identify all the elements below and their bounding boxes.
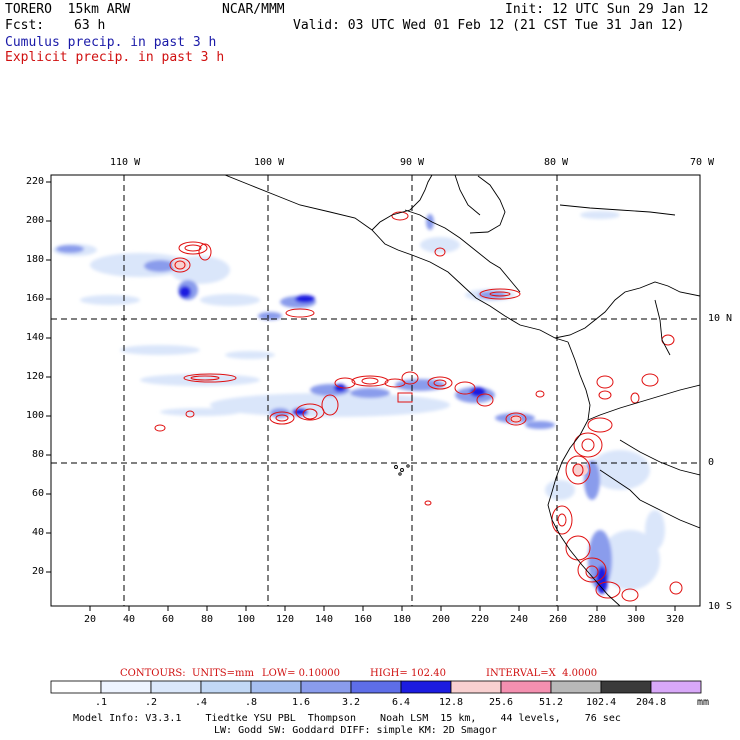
y-tick-label: 80 xyxy=(32,449,45,460)
y-tick-label: 140 xyxy=(26,332,45,343)
y-tick-label: 60 xyxy=(32,488,45,499)
colorbar-unit: mm xyxy=(697,697,710,708)
y-tick-label: 200 xyxy=(26,215,45,226)
colorbar-swatch xyxy=(600,680,652,694)
lat-label-0: 0 xyxy=(708,457,715,468)
model-name: TORERO 15km ARW xyxy=(5,2,131,17)
lon-label-70w: 70 W xyxy=(690,157,715,168)
colorbar-label: .1 xyxy=(95,697,108,708)
colorbar-label: 12.8 xyxy=(439,697,464,708)
colorbar-swatch xyxy=(200,680,252,694)
x-tick-label: 160 xyxy=(354,614,373,625)
explicit-precip-contours xyxy=(154,211,683,602)
valid-time: Valid: 03 UTC Wed 01 Feb 12 (21 CST Tue … xyxy=(293,18,685,33)
colorbar-label: 25.6 xyxy=(489,697,514,708)
colorbar-swatch xyxy=(50,680,102,694)
org-label: NCAR/MMM xyxy=(222,2,285,17)
colorbar-swatch xyxy=(550,680,602,694)
contours-label: CONTOURS: xyxy=(120,668,186,679)
contour-high: HIGH= 102.40 xyxy=(370,668,446,679)
colorbar-swatch xyxy=(150,680,202,694)
x-tick-label: 120 xyxy=(276,614,295,625)
lon-label-100w: 100 W xyxy=(254,157,285,168)
x-tick-label: 20 xyxy=(84,614,97,625)
y-tick-label: 120 xyxy=(26,371,45,382)
x-tick-label: 300 xyxy=(627,614,646,625)
colorbar-label: .4 xyxy=(195,697,208,708)
contour-low: LOW= 0.10000 xyxy=(262,668,341,679)
y-tick-label: 160 xyxy=(26,293,45,304)
lat-label-10s: 10 S xyxy=(708,601,733,612)
colorbar-swatch xyxy=(100,680,152,694)
x-tick-label: 200 xyxy=(432,614,451,625)
model-info: Model Info: V3.3.1 Tiedtke YSU PBL Thomp… xyxy=(73,713,621,724)
x-tick-label: 60 xyxy=(162,614,175,625)
colorbar xyxy=(50,680,702,694)
colorbar-label: 51.2 xyxy=(539,697,564,708)
x-tick-label: 260 xyxy=(549,614,568,625)
x-tick-label: 220 xyxy=(471,614,490,625)
colorbar-swatch xyxy=(250,680,302,694)
fcst-value: 63 h xyxy=(74,18,106,33)
contour-interval: INTERVAL=X 4.0000 xyxy=(486,668,598,679)
y-tick-label: 220 xyxy=(26,176,45,187)
colorbar-swatch xyxy=(650,680,702,694)
colorbar-label: 204.8 xyxy=(636,697,667,708)
x-tick-label: 280 xyxy=(588,614,607,625)
x-tick-label: 140 xyxy=(315,614,334,625)
x-tick-label: 320 xyxy=(666,614,685,625)
x-tick-label: 40 xyxy=(123,614,136,625)
y-tick-label: 20 xyxy=(32,566,45,577)
x-tick-label: 100 xyxy=(237,614,256,625)
colorbar-swatch xyxy=(500,680,552,694)
coastlines xyxy=(224,175,700,606)
model-info-physics: LW: Godd SW: Goddard DIFF: simple KM: 2D… xyxy=(214,725,497,736)
lon-label-90w: 90 W xyxy=(400,157,425,168)
init-time: Init: 12 UTC Sun 29 Jan 12 xyxy=(505,2,709,17)
x-tick-label: 240 xyxy=(510,614,529,625)
contour-units: UNITS=mm xyxy=(192,668,254,679)
lat-label-10n: 10 N xyxy=(708,313,733,324)
lat-lon-grid xyxy=(51,175,700,606)
colorbar-label: 102.4 xyxy=(586,697,617,708)
y-tick-label: 180 xyxy=(26,254,45,265)
legend-cumulus: Cumulus precip. in past 3 h xyxy=(5,35,217,50)
fcst-label: Fcst: xyxy=(5,18,45,33)
lon-label-80w: 80 W xyxy=(544,157,569,168)
colorbar-swatch xyxy=(350,680,402,694)
y-tick-label: 40 xyxy=(32,527,45,538)
colorbar-label: 3.2 xyxy=(342,697,361,708)
colorbar-swatch xyxy=(400,680,452,694)
lon-label-110w: 110 W xyxy=(110,157,141,168)
colorbar-label: 1.6 xyxy=(292,697,311,708)
y-tick-label: 100 xyxy=(26,410,45,421)
colorbar-swatch xyxy=(300,680,352,694)
colorbar-swatch xyxy=(450,680,502,694)
legend-explicit: Explicit precip. in past 3 h xyxy=(5,50,225,65)
colorbar-label: 6.4 xyxy=(392,697,411,708)
x-tick-label: 80 xyxy=(201,614,214,625)
x-tick-label: 180 xyxy=(393,614,412,625)
colorbar-label: .8 xyxy=(245,697,258,708)
colorbar-label: .2 xyxy=(145,697,158,708)
map-frame xyxy=(50,174,701,607)
